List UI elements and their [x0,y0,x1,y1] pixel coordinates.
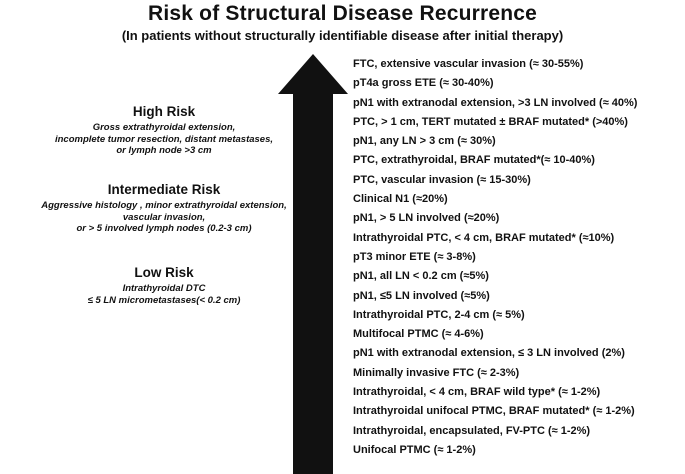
intermediate-risk-desc-line: vascular invasion, [122,211,206,223]
recurrence-risk-list: FTC, extensive vascular invasion (≈ 30-5… [353,55,683,460]
high-risk-desc-line: incomplete tumor resection, distant meta… [54,133,274,145]
risk-list-item: PTC, vascular invasion (≈ 15-30%) [353,173,531,186]
risk-list-item: Intrathyroidal PTC, < 4 cm, BRAF mutated… [353,231,615,244]
intermediate-risk-group: Intermediate Risk Aggressive histology ,… [0,182,328,235]
risk-list-item: pT4a gross ETE (≈ 30-40%) [353,77,494,90]
low-risk-desc-line: ≤ 5 LN micrometastases(< 0.2 cm) [87,294,241,306]
risk-gradient-arrow [278,54,348,474]
high-risk-desc-line: Gross extrathyroidal extension, [92,122,236,133]
risk-list-item: PTC, extrathyroidal, BRAF mutated*(≈ 10-… [353,154,595,167]
risk-list-item: Intrathyroidal PTC, 2-4 cm (≈ 5%) [353,308,525,321]
risk-list-item: FTC, extensive vascular invasion (≈ 30-5… [353,58,584,70]
risk-list-item: Clinical N1 (≈20%) [353,193,448,206]
risk-list-item: PTC, > 1 cm, TERT mutated ± BRAF mutated… [353,115,628,128]
risk-list-item: Minimally invasive FTC (≈ 2-3%) [353,366,520,379]
risk-list-item: pT3 minor ETE (≈ 3-8%) [353,250,476,263]
figure-subtitle: (In patients without structurally identi… [121,28,564,43]
risk-list-item: pN1, all LN < 0.2 cm (≈5%) [353,270,489,283]
intermediate-risk-desc-line: Aggressive histology , minor extrathyroi… [41,200,287,211]
up-arrow-shape [278,54,348,474]
high-risk-desc-line: or lymph node >3 cm [116,145,212,156]
intermediate-risk-heading: Intermediate Risk [107,182,221,197]
high-risk-heading: High Risk [132,104,196,119]
low-risk-heading: Low Risk [134,265,194,280]
low-risk-group: Low Risk Intrathyroidal DTC ≤ 5 LN micro… [0,265,328,306]
figure-title: Risk of Structural Disease Recurrence [147,2,538,25]
risk-list-item: Unifocal PTMC (≈ 1-2%) [353,443,476,456]
risk-list-item: pN1 with extranodal extension, ≤ 3 LN in… [353,347,625,360]
risk-list-item: pN1, > 5 LN involved (≈20%) [353,212,500,225]
risk-list-item: Intrathyroidal, < 4 cm, BRAF wild type* … [353,386,601,399]
risk-list-item: Multifocal PTMC (≈ 4-6%) [353,328,484,341]
risk-list-item: pN1, ≤5 LN involved (≈5%) [353,289,490,302]
high-risk-group: High Risk Gross extrathyroidal extension… [0,104,328,157]
intermediate-risk-desc-line: or > 5 involved lymph nodes (0.2-3 cm) [76,223,252,234]
risk-list-item: pN1, any LN > 3 cm (≈ 30%) [353,135,496,148]
low-risk-desc-line: Intrathyroidal DTC [122,283,206,294]
risk-list-item: Intrathyroidal, encapsulated, FV-PTC (≈ … [353,424,591,437]
risk-list-item: Intrathyroidal unifocal PTMC, BRAF mutat… [353,405,635,418]
risk-list-item: pN1 with extranodal extension, >3 LN inv… [353,96,638,109]
